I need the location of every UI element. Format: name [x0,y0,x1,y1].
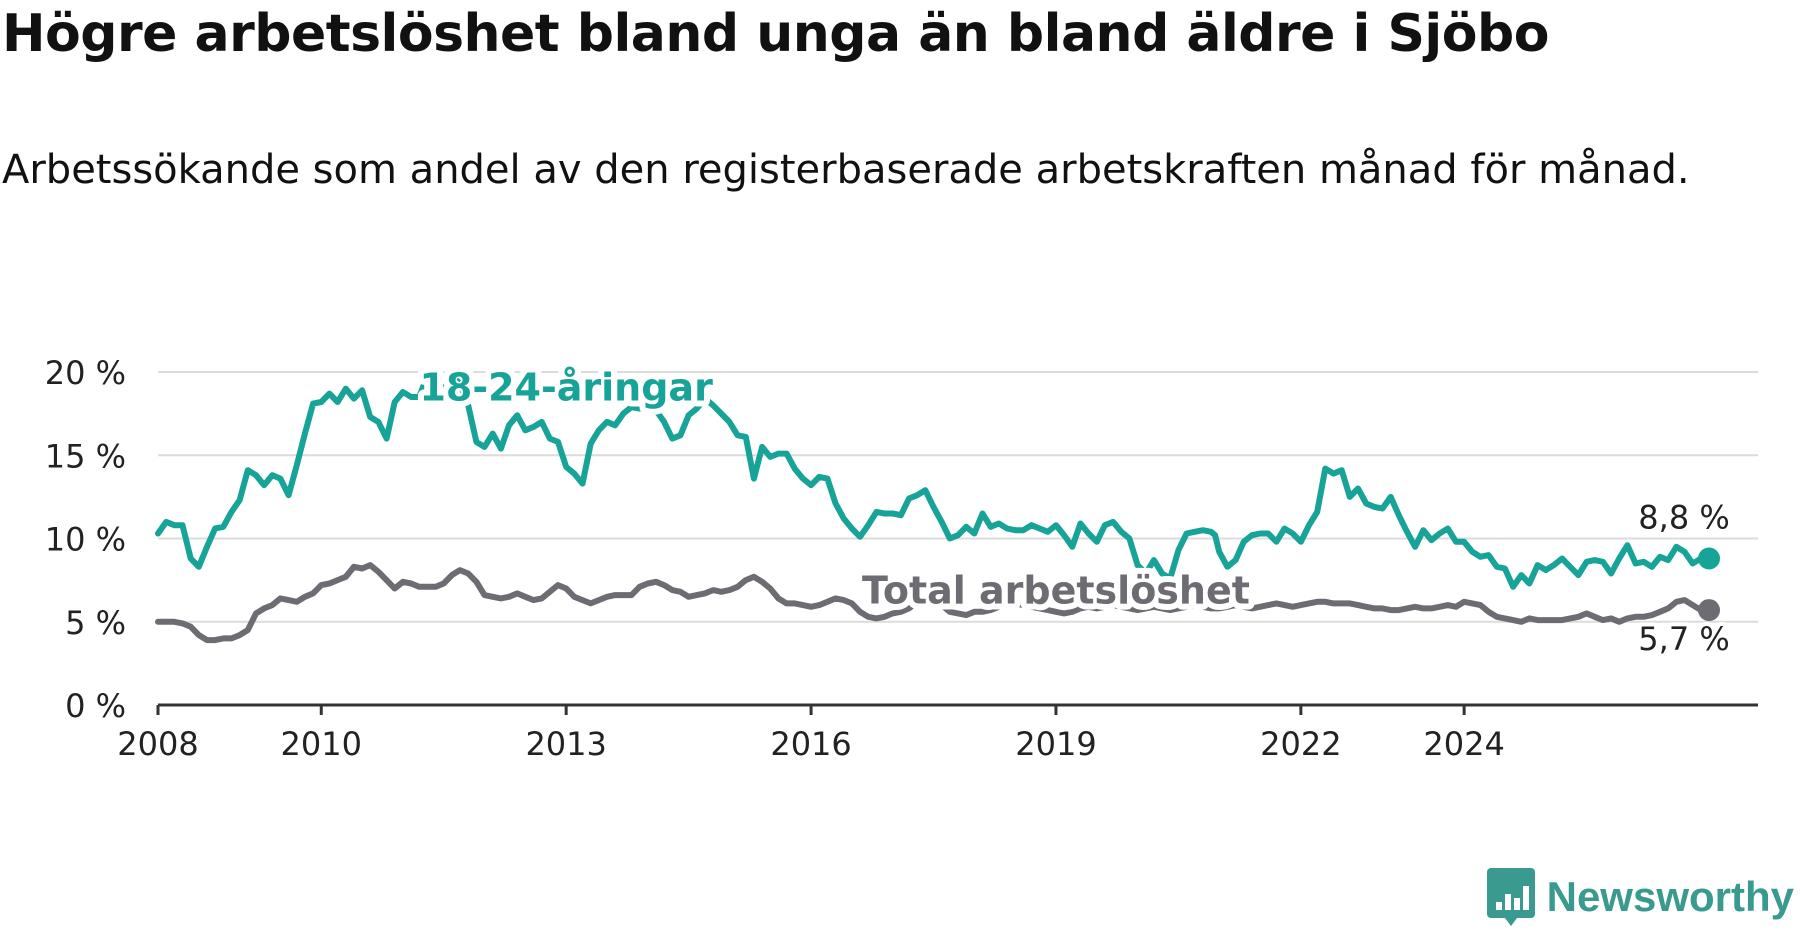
series-label: 18-24-åringar [419,365,713,409]
x-tick-label: 2008 [117,725,198,763]
y-tick-label: 0 % [65,687,126,725]
y-tick-label: 5 % [65,604,126,642]
newsworthy-logo: Newsworthy [1486,868,1794,926]
chart-subtitle: Arbetssökande som andel av den registerb… [2,147,1690,193]
x-tick-label: 2024 [1423,725,1504,763]
series-end-marker-1 [1698,599,1721,622]
x-tick-label: 2019 [1015,725,1096,763]
y-tick-label: 15 % [45,437,126,475]
x-tick-label: 2010 [281,725,362,763]
chart-title: Högre arbetslöshet bland unga än bland ä… [2,4,1549,64]
brand-name: Newsworthy [1546,873,1794,920]
y-tick-label: 20 % [45,354,126,392]
series-end-marker-0 [1698,547,1721,570]
series-line-1 [155,562,1712,644]
end-value-label: 5,7 % [1638,620,1729,658]
x-tick-label: 2013 [525,725,606,763]
series-label: Total arbetslöshet [862,568,1250,612]
series-line-0 [155,372,1712,590]
x-tick-label: 2016 [770,725,851,763]
y-tick-label: 10 % [45,521,126,559]
end-value-label: 8,8 % [1638,498,1729,536]
x-tick-label: 2022 [1260,725,1341,763]
bar-chart-speech-bubble-icon [1486,868,1535,926]
